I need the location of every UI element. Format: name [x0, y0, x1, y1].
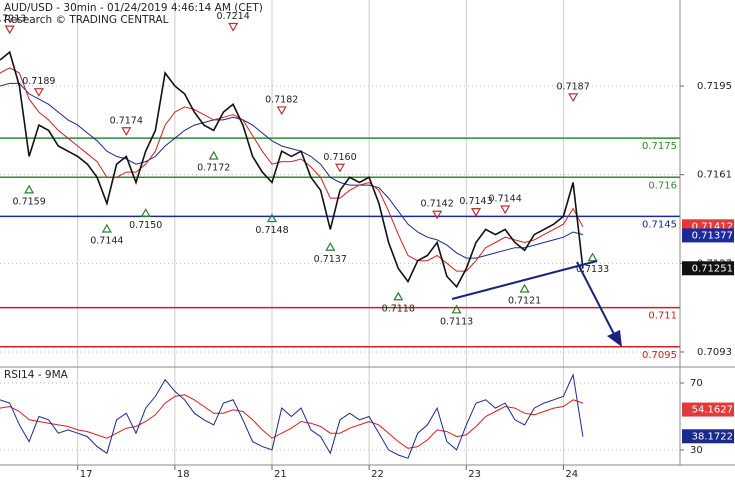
pivot-marker — [325, 242, 336, 251]
pivot-marker — [587, 252, 598, 262]
pivot-label: 0.7182 — [265, 94, 298, 105]
arrow-head — [607, 330, 622, 347]
y-tick-label: 0.7093 — [697, 347, 732, 358]
trend-line — [451, 260, 598, 300]
pivot-label: 0.7160 — [323, 152, 356, 163]
x-tick-label: 24 — [565, 469, 578, 480]
pivot-marker — [33, 88, 44, 97]
level-label: 0.7175 — [642, 141, 677, 152]
price-tag — [682, 228, 734, 243]
pivot-marker — [276, 106, 287, 116]
chart-title: AUD/USD - 30min - 01/24/2019 4:46:14 AM … — [4, 2, 263, 14]
pivot-marker — [4, 25, 15, 35]
price-tag — [682, 261, 734, 276]
series-line — [0, 394, 584, 449]
pivot-label: 0.7150 — [129, 220, 162, 231]
pivot-marker — [393, 291, 404, 301]
pivot-marker — [451, 304, 462, 314]
x-tick-label: 22 — [371, 469, 384, 480]
pivot-marker — [432, 210, 443, 220]
y-tick-label: 70 — [690, 378, 703, 389]
pivot-marker — [266, 213, 278, 223]
chart-subtitle: Research © TRADING CENTRAL — [4, 14, 169, 26]
price-tag-label: 38.1722 — [692, 431, 733, 442]
pivot-marker — [140, 208, 151, 217]
price-tag-label: 54.1627 — [692, 405, 733, 416]
pivot-label: 0.7172 — [197, 163, 230, 174]
pivot-label: 0.7144 — [90, 236, 123, 247]
pivot-label: 0.7174 — [110, 115, 143, 126]
pivot-marker — [121, 127, 132, 136]
level-label: 0.711 — [648, 311, 677, 322]
price-tag-label: 0.71412 — [692, 221, 733, 232]
panel-title: RSI14 - 9MA — [4, 369, 69, 381]
pivot-marker — [228, 22, 239, 32]
pivot-label: 0.7113 — [440, 316, 473, 327]
pivot-marker — [24, 184, 35, 194]
price-tag — [682, 402, 734, 417]
pivot-label: 0.7187 — [557, 81, 590, 92]
pivot-label: 0.7144 — [489, 194, 522, 205]
series-line — [0, 372, 584, 459]
pivot-label: 0.7143 — [459, 196, 492, 207]
series-line — [0, 82, 584, 259]
pivot-marker — [334, 163, 346, 173]
pivot-marker — [208, 150, 219, 160]
price-tag-label: 0.71377 — [692, 230, 733, 241]
pivot-label: 0.7133 — [576, 264, 609, 275]
pivot-marker — [568, 93, 579, 103]
series-line — [0, 50, 584, 289]
pivot-label: 0.7159 — [13, 196, 46, 207]
x-tick-label: 21 — [274, 469, 287, 480]
pivot-marker — [500, 205, 511, 215]
pivot-marker — [101, 223, 112, 233]
level-label: 0.716 — [648, 180, 677, 191]
pivot-marker — [470, 208, 482, 217]
level-label: 0.7095 — [642, 350, 677, 361]
pivot-label: 0.7189 — [22, 76, 55, 87]
pivot-label: 0.7142 — [421, 199, 454, 210]
pivot-label: 0.7213 — [0, 14, 26, 25]
y-tick-label: 30 — [690, 445, 703, 456]
level-label: 0.7145 — [642, 219, 677, 230]
price-tag — [682, 429, 734, 444]
pivot-label: 0.7121 — [508, 295, 541, 306]
pivot-marker — [519, 283, 530, 293]
pivot-label: 0.7118 — [382, 303, 415, 314]
y-tick-label: 0.7195 — [697, 81, 732, 92]
forecast-arrow — [576, 261, 617, 339]
x-tick-label: 18 — [177, 469, 190, 480]
plot: 0.7175 0.716 0.7145 0.711 0.7095 0.7213 0.7189… — [0, 11, 734, 459]
pivot-label: 0.7137 — [314, 254, 347, 265]
x-tick-label: 23 — [468, 469, 481, 480]
series-line — [0, 67, 584, 272]
pivot-label: 0.7214 — [217, 11, 250, 22]
price-tag-label: 0.71251 — [692, 263, 733, 274]
y-tick-label: 0.7161 — [697, 170, 732, 181]
x-tick-label: 17 — [80, 469, 93, 480]
pivot-label: 0.7148 — [255, 225, 288, 236]
